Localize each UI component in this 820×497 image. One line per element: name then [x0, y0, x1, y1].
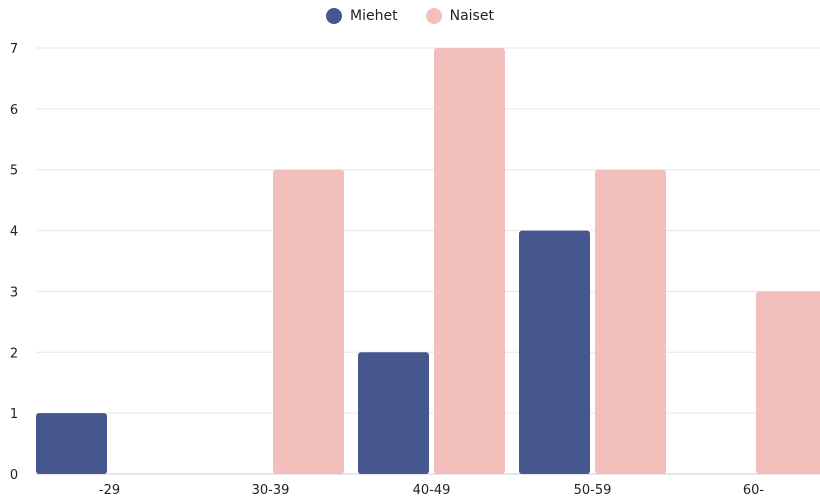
- bar-miehet-50-59[interactable]: [519, 230, 590, 474]
- legend-item-naiset[interactable]: Naiset: [425, 8, 494, 24]
- legend-marker-naiset: [425, 8, 442, 24]
- x-axis: -29 30-39 40-49 50-59 60-: [99, 483, 765, 497]
- gridlines: [36, 47, 820, 475]
- legend-label-naiset: Naiset: [449, 8, 494, 24]
- y-tick-label-6: 6: [10, 103, 18, 118]
- y-tick-label-4: 4: [10, 225, 18, 240]
- x-tick-label-1: 30-39: [252, 483, 290, 497]
- bar-naiset-40-49[interactable]: [434, 48, 505, 474]
- x-tick-label-2: 40-49: [413, 483, 451, 497]
- x-tick-label-4: 60-: [743, 483, 765, 497]
- legend-label-miehet: Miehet: [350, 8, 398, 24]
- y-tick-label-1: 1: [10, 407, 18, 422]
- legend-marker-miehet: [326, 8, 343, 24]
- y-tick-label-7: 7: [10, 42, 18, 57]
- x-tick-label-3: 50-59: [574, 483, 612, 497]
- x-tick-label-0: -29: [99, 483, 120, 497]
- y-tick-label-2: 2: [10, 346, 18, 361]
- bar-miehet--29[interactable]: [36, 413, 107, 474]
- y-tick-label-0: 0: [10, 468, 18, 483]
- y-tick-label-3: 3: [10, 285, 18, 300]
- bar-naiset-50-59[interactable]: [595, 169, 666, 474]
- bar-naiset-60-[interactable]: [756, 291, 820, 474]
- bar-naiset-30-39[interactable]: [273, 169, 344, 474]
- y-tick-label-5: 5: [10, 164, 18, 179]
- legend-item-miehet[interactable]: Miehet: [326, 8, 398, 24]
- legend: Miehet Naiset: [0, 8, 820, 24]
- bars: [36, 48, 820, 474]
- bar-miehet-40-49[interactable]: [358, 352, 429, 474]
- y-axis: 0 1 2 3 4 5 6 7: [10, 42, 18, 483]
